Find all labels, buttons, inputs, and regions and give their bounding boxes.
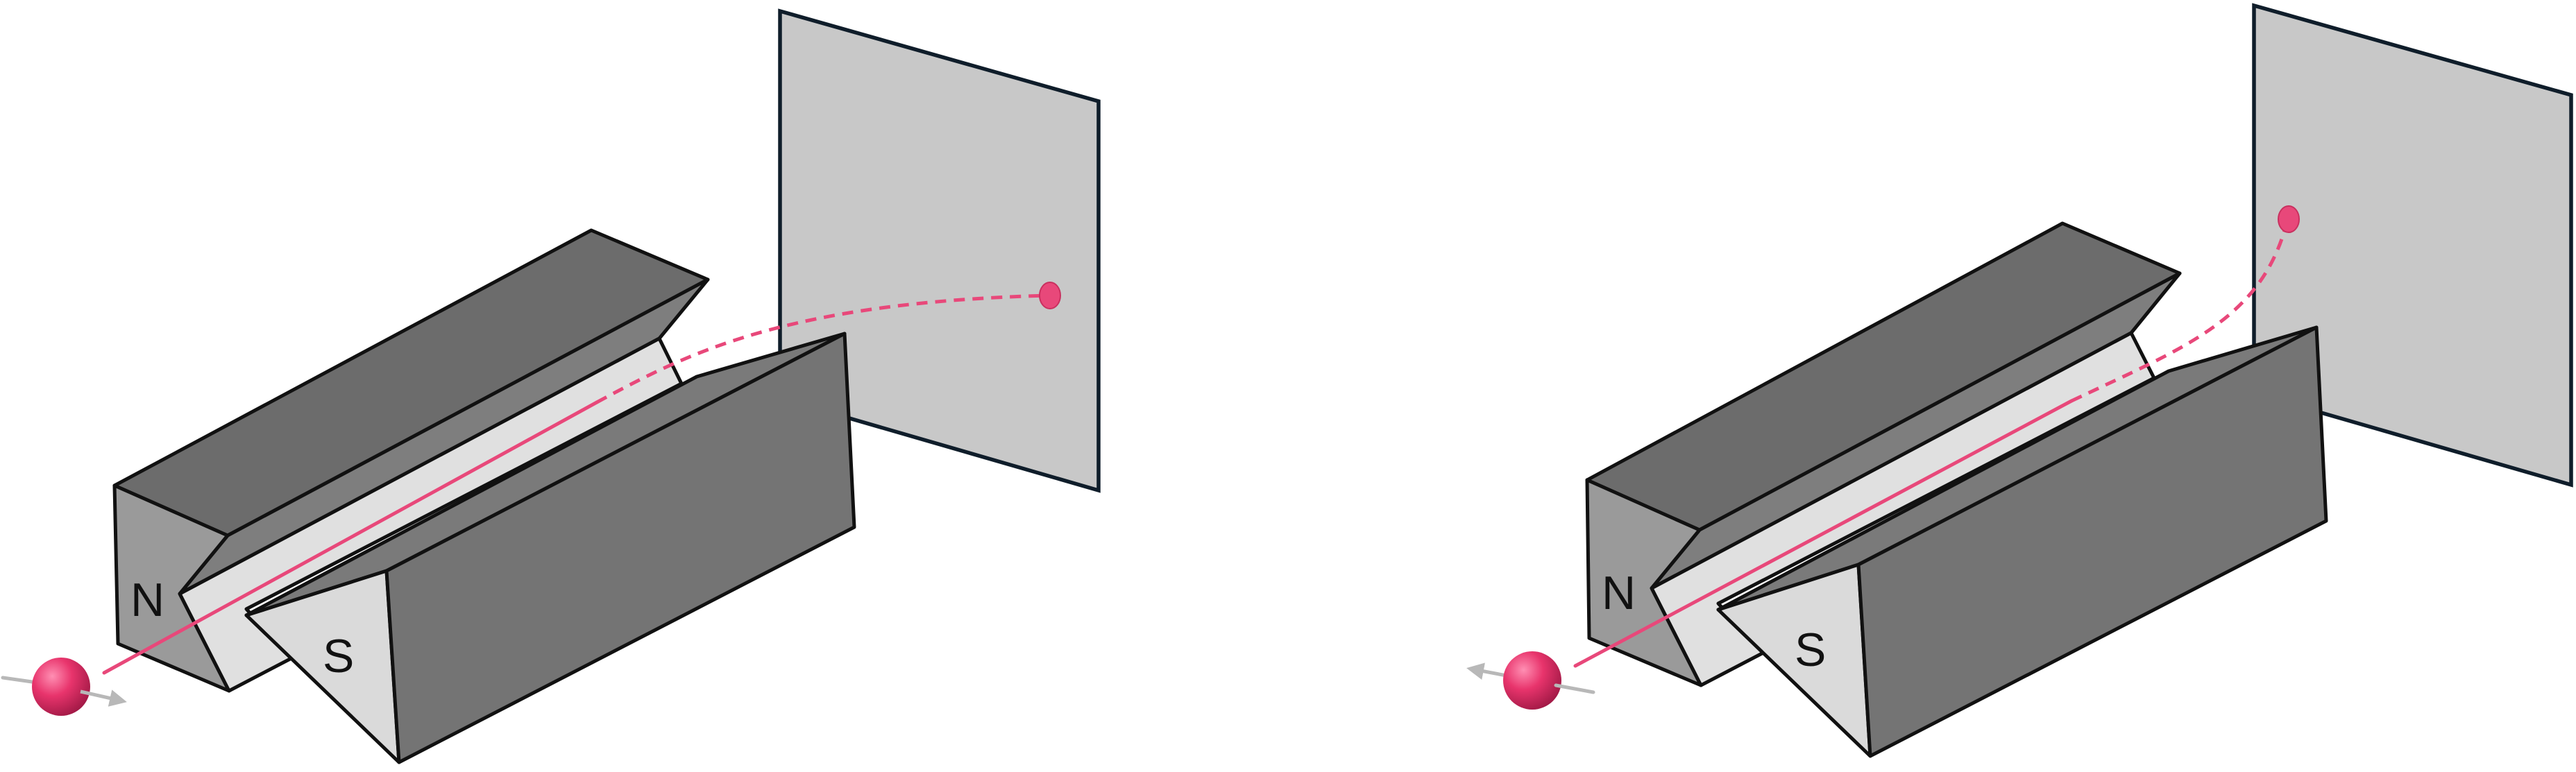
detector-hit-spot [2278,205,2300,233]
north-pole-label: N [130,574,164,626]
detector-screen [778,8,1101,493]
south-magnet-side [1856,325,2328,758]
south-magnet: S [1716,325,2328,758]
south-pole-label: S [1795,624,1826,676]
panel-left: N S [1,8,1101,764]
spin-arrow-tail [1554,683,1595,694]
atom [1,658,127,716]
north-magnet: N [1585,221,2182,687]
beam-path-dashed [595,293,1049,404]
panel-right: N S [1466,3,2573,758]
detector-hit-spot [1039,282,1061,309]
atom-sphere [1503,651,1561,710]
north-pole-label: N [1602,567,1636,619]
detector-screen [2252,3,2573,488]
south-pole-label: S [323,630,354,683]
north-magnet: N [112,228,710,693]
beam-path-solid [102,400,599,675]
atom-sphere [32,658,90,716]
magnet-gap [1650,331,2156,687]
beam-path-dashed [2070,220,2289,403]
spin-arrow-head [80,689,127,707]
spin-arrow-head [1466,662,1511,680]
south-magnet: S [244,332,856,764]
south-magnet-side [384,332,856,764]
beam-path-solid [1573,399,2074,668]
atom [1466,651,1595,710]
